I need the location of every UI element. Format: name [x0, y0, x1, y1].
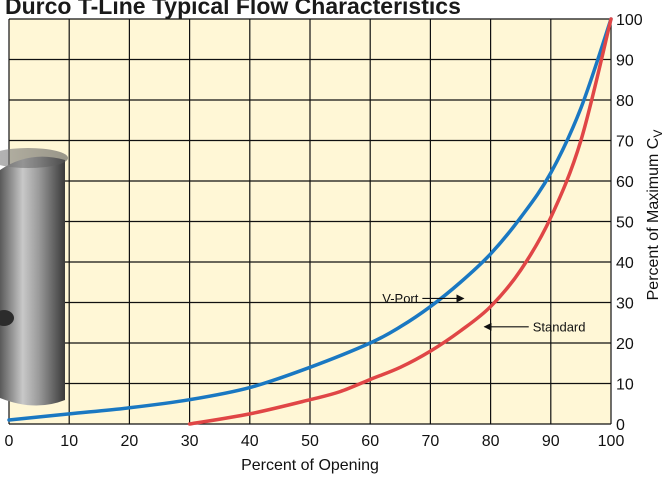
y-tick-label-80: 80 [616, 93, 634, 110]
y-tick-label-90: 90 [616, 53, 634, 70]
series-layer [7, 17, 613, 426]
x-tick-label-40: 40 [241, 433, 259, 450]
x-tick-label-80: 80 [482, 433, 500, 450]
y-tick-label-40: 40 [616, 255, 634, 272]
y-tick-label-100: 100 [616, 12, 643, 29]
valve-port-hole [0, 310, 14, 326]
x-tick-label-100: 100 [598, 433, 625, 450]
y-tick-labels: 0 10 20 30 40 50 60 70 80 90 100 [616, 12, 643, 434]
series-line-v-port [7, 17, 613, 422]
x-tick-label-10: 10 [60, 433, 78, 450]
valve-cylinder-top [0, 148, 68, 168]
annotation-label-v-port: V-Port [382, 291, 419, 306]
x-tick-label-20: 20 [121, 433, 139, 450]
x-tick-label-0: 0 [5, 433, 14, 450]
valve-cylinder-body [0, 156, 65, 406]
x-tick-label-60: 60 [361, 433, 379, 450]
x-tick-label-70: 70 [422, 433, 440, 450]
valve-photo [0, 148, 68, 406]
y-tick-label-60: 60 [616, 174, 634, 191]
y-tick-label-0: 0 [616, 417, 625, 434]
annotation-label-standard: Standard [533, 319, 586, 334]
y-axis-label-main: Percent of Maximum C [645, 138, 662, 301]
y-tick-label-30: 30 [616, 296, 634, 313]
y-tick-label-50: 50 [616, 215, 634, 232]
x-tick-label-50: 50 [301, 433, 319, 450]
y-tick-label-10: 10 [616, 377, 634, 394]
y-axis-label-subscript: V [651, 130, 665, 138]
y-axis-label: Percent of Maximum CV [645, 130, 665, 301]
x-axis-label: Percent of Opening [241, 457, 379, 474]
x-tick-labels: 0 10 20 30 40 50 60 70 80 90 100 [5, 433, 625, 450]
x-tick-label-30: 30 [181, 433, 199, 450]
annotation-layer: V-Port Standard [382, 291, 585, 334]
y-tick-label-70: 70 [616, 134, 634, 151]
series-line-standard [187, 17, 613, 426]
y-tick-label-20: 20 [616, 336, 634, 353]
chart-title: Durco T-Line Typical Flow Characteristic… [5, 0, 461, 19]
x-tick-label-90: 90 [542, 433, 560, 450]
